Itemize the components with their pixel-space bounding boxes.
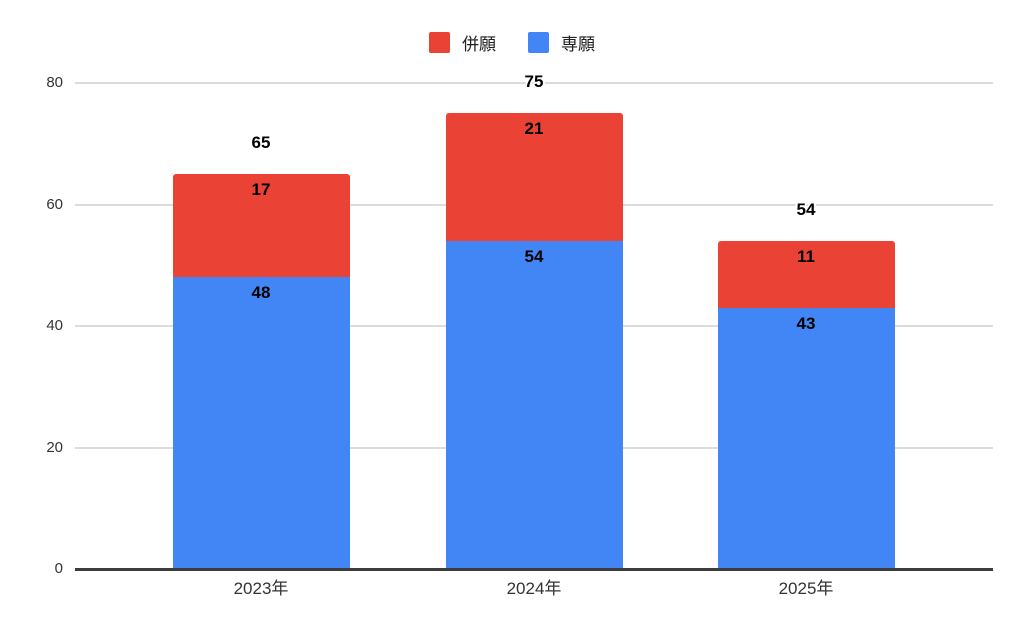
y-axis-tick-label: 80 xyxy=(46,74,63,91)
bar-value-label: 17 xyxy=(251,180,271,200)
y-axis-tick-label: 20 xyxy=(46,438,63,456)
y-axis-tick-label: 40 xyxy=(46,317,63,334)
bar-total-label: 54 xyxy=(796,199,816,219)
x-axis-line xyxy=(75,568,993,571)
bar-segment-heigan[interactable] xyxy=(172,174,350,278)
y-axis-tick-label: 0 xyxy=(54,560,63,577)
x-axis-category-label: 2023年 xyxy=(233,579,289,598)
bar-segment-heigan[interactable] xyxy=(717,240,895,308)
y-axis-tick-label: 60 xyxy=(46,195,63,213)
gridline xyxy=(75,82,993,84)
bar-value-label: 43 xyxy=(796,313,816,333)
x-axis-category-label: 2024年 xyxy=(506,579,562,598)
chart-legend: 併願 専願 xyxy=(0,30,1024,55)
legend-swatch xyxy=(429,32,450,53)
bar-segment-sengan[interactable] xyxy=(172,277,350,569)
bar-segment-sengan[interactable] xyxy=(717,307,895,569)
legend-label: 併願 xyxy=(462,35,496,54)
legend-item[interactable]: 併願 xyxy=(429,30,496,55)
bar-total-label: 65 xyxy=(251,133,271,153)
bar-segment-sengan[interactable] xyxy=(445,240,623,569)
bar-value-label: 54 xyxy=(524,246,544,266)
legend-swatch xyxy=(528,32,549,53)
bar-value-label: 21 xyxy=(524,119,544,139)
bar-value-label: 11 xyxy=(797,246,815,266)
bar-value-label: 48 xyxy=(251,283,271,303)
x-axis-category-label: 2025年 xyxy=(778,579,834,598)
legend-label: 専願 xyxy=(561,35,595,54)
legend-item[interactable]: 専願 xyxy=(528,30,595,55)
bar-segment-heigan[interactable] xyxy=(445,113,623,241)
bar-total-label: 75 xyxy=(524,72,544,92)
